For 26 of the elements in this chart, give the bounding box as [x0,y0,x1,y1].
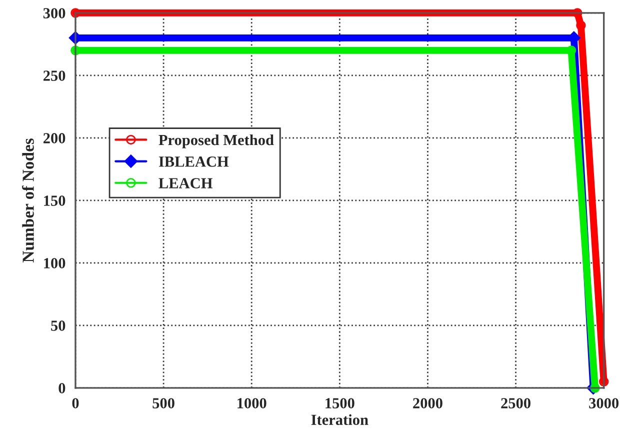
point [566,46,576,56]
x-tick-label: 2500 [501,398,530,408]
y-tick-label: 150 [44,196,66,206]
y-tick-label: 50 [51,320,66,331]
y-tick-label: 0 [58,383,66,394]
x-tick-label: 0 [72,398,79,408]
y-tick-label: 300 [43,8,66,18]
point [576,20,586,30]
point [598,376,609,387]
point [572,8,582,18]
legend-label: IBLEACH [158,156,229,167]
point [70,46,80,56]
y-axis-title: Number of Nodes [22,138,34,262]
point [590,383,600,393]
y-tick-label: 200 [43,133,66,144]
x-tick-label: 1000 [238,398,266,408]
legend-label: LEACH [158,178,213,188]
x-axis-title: Iteration [311,414,368,426]
y-tick-label: 100 [44,258,66,268]
x-tick-label: 1500 [326,398,354,408]
x-tick-label: 500 [152,398,174,408]
point [70,8,80,18]
x-tick-label: 2000 [413,398,442,408]
y-tick-label: 250 [43,70,66,81]
legend-label: Proposed Method [158,134,274,148]
x-tick-label: 3000 [589,398,619,408]
